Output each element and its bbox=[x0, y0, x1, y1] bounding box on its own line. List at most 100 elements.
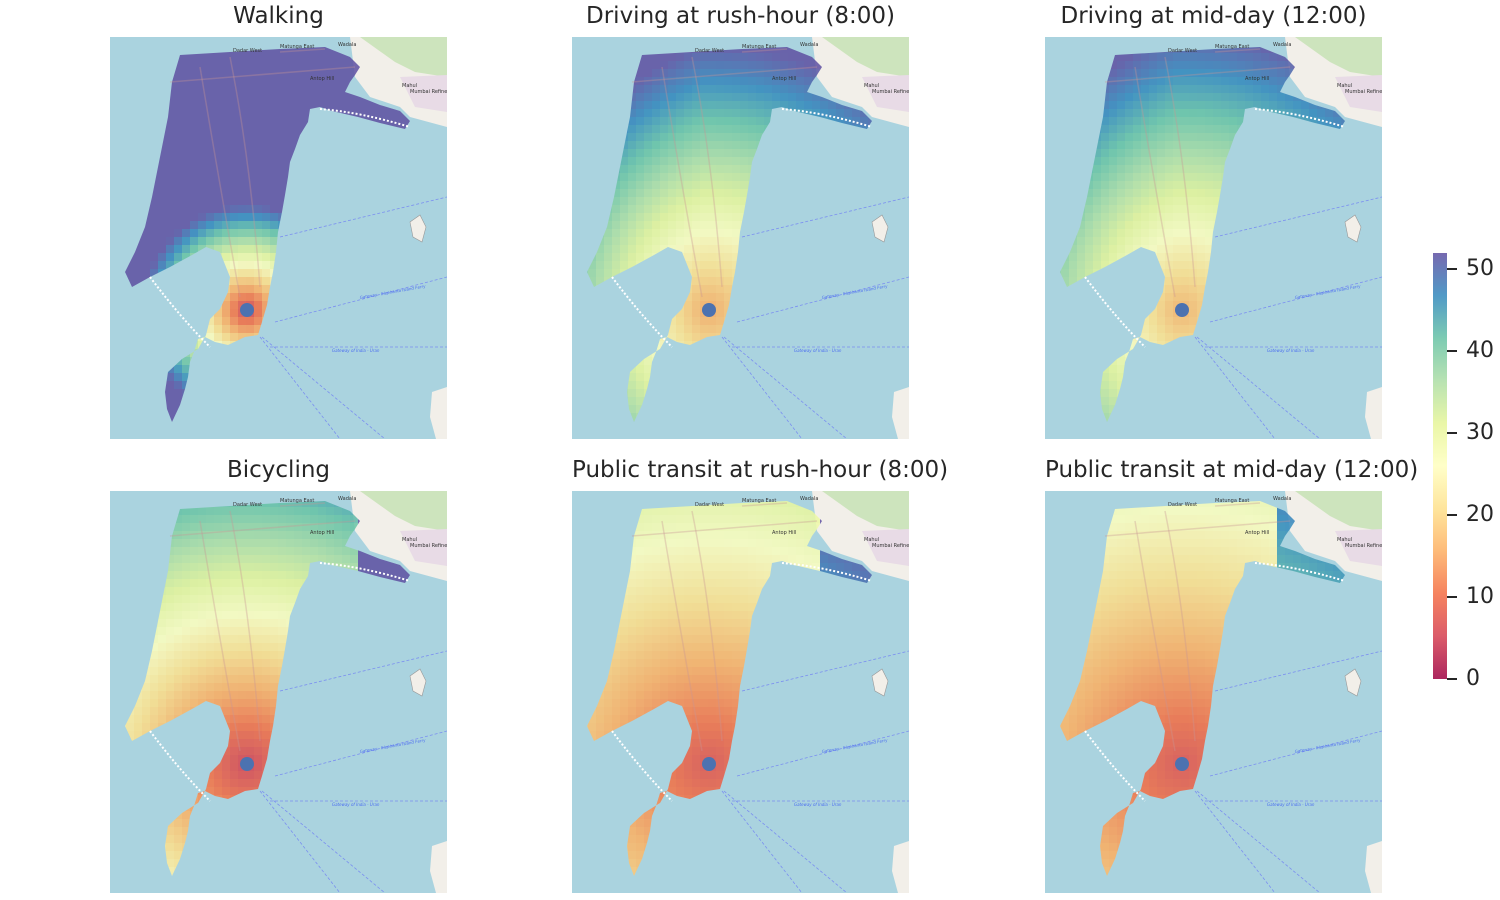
land-mass bbox=[430, 387, 447, 439]
place-label: Dadar West bbox=[233, 48, 262, 54]
place-label: Matunga East bbox=[280, 44, 314, 50]
island bbox=[1344, 214, 1362, 243]
ferry-route bbox=[741, 650, 909, 692]
ferry-route bbox=[1194, 336, 1276, 439]
place-label: Antop Hill bbox=[1245, 76, 1269, 82]
place-label: Dadar West bbox=[1168, 48, 1197, 54]
colorbar-tick-label: 30 bbox=[1466, 420, 1494, 446]
green-area bbox=[360, 491, 447, 531]
map-view: Dadar West Matunga East Wadala Antop Hill Ma… bbox=[110, 491, 447, 893]
map-svg: Dadar West Matunga East Wadala Antop Hill Ma… bbox=[125, 491, 447, 893]
colorbar-tick bbox=[1447, 514, 1457, 517]
sea-link bbox=[1254, 108, 1346, 128]
green-area bbox=[822, 491, 909, 531]
place-label: Mumbai Refinery bbox=[872, 89, 909, 95]
colorbar-tick-label: 50 bbox=[1466, 256, 1494, 282]
colorbar-tick-label: 10 bbox=[1466, 584, 1494, 610]
ferry-label: Gateway - Elephanta Island Ferry bbox=[821, 737, 888, 754]
island bbox=[871, 214, 889, 243]
ferry-route bbox=[259, 790, 341, 893]
panel-title: Walking bbox=[233, 3, 324, 29]
road bbox=[631, 520, 818, 537]
coastal-road bbox=[611, 730, 673, 802]
ferry-route bbox=[261, 336, 386, 439]
industrial-area bbox=[862, 529, 909, 566]
panel-title: Driving at rush-hour (8:00) bbox=[586, 3, 895, 29]
colorbar-tick bbox=[1447, 268, 1457, 271]
place-label: Matunga East bbox=[1215, 498, 1249, 504]
road bbox=[169, 66, 356, 83]
map-svg: Dadar West Matunga East Wadala Antop Hill Ma… bbox=[125, 37, 447, 439]
place-label: Wadala bbox=[338, 42, 356, 48]
road bbox=[1164, 56, 1196, 288]
coastal-road bbox=[611, 276, 673, 348]
colorbar-tick-label: 0 bbox=[1466, 666, 1480, 691]
place-label: Matunga East bbox=[742, 498, 776, 504]
ferry-route bbox=[261, 790, 386, 893]
place-label: Wadala bbox=[338, 496, 356, 502]
green-area bbox=[1295, 37, 1382, 77]
industrial-area bbox=[1335, 529, 1382, 566]
road bbox=[1164, 510, 1196, 742]
place-label: Dadar West bbox=[1168, 502, 1197, 508]
industrial-area bbox=[862, 75, 909, 112]
land-mass bbox=[1365, 387, 1382, 439]
coastal-road bbox=[1084, 730, 1146, 802]
sea-link bbox=[781, 108, 873, 128]
origin-marker bbox=[702, 757, 716, 771]
land-mass bbox=[892, 387, 909, 439]
place-label: Mumbai Refinery bbox=[872, 543, 909, 549]
coastal-road bbox=[149, 276, 211, 348]
place-label: Matunga East bbox=[742, 44, 776, 50]
place-label: Wadala bbox=[1273, 496, 1291, 502]
ferry-route bbox=[259, 336, 341, 439]
ferry-label: Gateway - Elephanta Island Ferry bbox=[359, 737, 426, 754]
road bbox=[741, 48, 788, 53]
place-label: Mumbai Refinery bbox=[1345, 543, 1382, 549]
ferry-route bbox=[1196, 336, 1321, 439]
land-mass bbox=[430, 841, 447, 893]
ferry-label: Gateway of India - Uran bbox=[794, 802, 842, 807]
map-svg: Dadar West Matunga East Wadala Antop Hill Ma… bbox=[587, 37, 909, 439]
island bbox=[871, 668, 889, 697]
road bbox=[631, 66, 818, 83]
origin-marker bbox=[240, 757, 254, 771]
place-label: Mahul bbox=[864, 537, 879, 543]
place-label: Antop Hill bbox=[310, 530, 334, 536]
green-area bbox=[1295, 491, 1382, 531]
industrial-area bbox=[400, 529, 447, 566]
ferry-route bbox=[279, 650, 447, 692]
map-panel-driving_rush: Driving at rush-hour (8:00) Dadar West Mat… bbox=[572, 3, 909, 439]
road bbox=[1214, 48, 1261, 53]
green-area bbox=[360, 37, 447, 77]
ferry-label: Gateway of India - Uran bbox=[794, 348, 842, 353]
industrial-area bbox=[1335, 75, 1382, 112]
industrial-area bbox=[400, 75, 447, 112]
road bbox=[661, 520, 703, 752]
map-panel-walking: Walking Dadar West Matunga East Wadala Antop… bbox=[110, 3, 447, 439]
road bbox=[199, 520, 241, 752]
ferry-route bbox=[741, 196, 909, 238]
road bbox=[1134, 66, 1176, 298]
origin-marker bbox=[702, 303, 716, 317]
colorbar-tick bbox=[1447, 678, 1457, 680]
map-panel-transit_rush: Public transit at rush-hour (8:00) Dadar … bbox=[572, 457, 948, 893]
ferry-label: Gateway - Elephanta Island Ferry bbox=[821, 283, 888, 300]
ferry-label: Gateway - Elephanta Island Ferry bbox=[359, 283, 426, 300]
origin-marker bbox=[1175, 757, 1189, 771]
panel-title: Public transit at rush-hour (8:00) bbox=[572, 457, 949, 483]
map-view: Dadar West Matunga East Wadala Antop Hill Ma… bbox=[572, 491, 909, 893]
ferry-route bbox=[723, 336, 848, 439]
road bbox=[1214, 502, 1261, 507]
place-label: Mumbai Refinery bbox=[1345, 89, 1382, 95]
place-label: Mahul bbox=[402, 83, 417, 89]
colorbar-tick bbox=[1447, 596, 1457, 599]
sea-link bbox=[319, 108, 411, 128]
coastal-road bbox=[1084, 276, 1146, 348]
panel-title: Public transit at mid-day (12:00) bbox=[1045, 457, 1419, 483]
island bbox=[409, 214, 427, 243]
map-panel-driving_mid: Driving at mid-day (12:00) Dadar West Matu… bbox=[1045, 3, 1382, 439]
ferry-route bbox=[721, 336, 803, 439]
road bbox=[169, 520, 356, 537]
road bbox=[279, 48, 326, 53]
